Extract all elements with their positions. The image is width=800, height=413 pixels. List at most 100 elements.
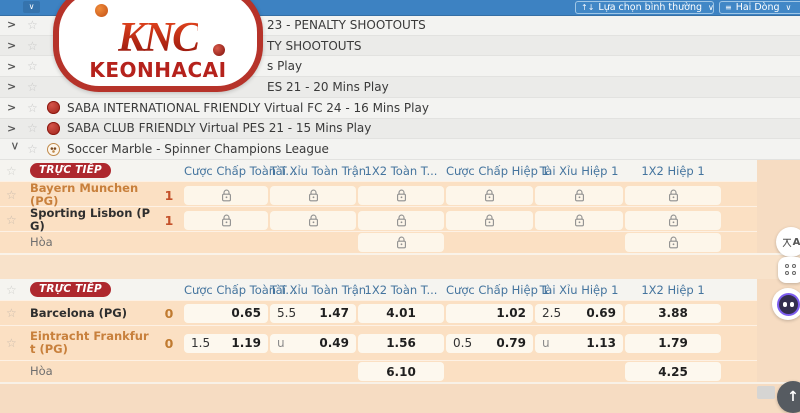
team-name: Hòa [30, 235, 53, 249]
view-mode-label: Lựa chọn bình thường [598, 2, 703, 13]
column-header: Cược Chấp Hiệp 1 [446, 282, 549, 297]
odds-price-box[interactable]: u 1.13 [535, 333, 623, 353]
live-badge: TRỰC TIẾP [30, 163, 111, 178]
view-mode-dropdown[interactable]: ↑↓ Lựa chọn bình thường ∨ [575, 1, 714, 14]
favorite-star-icon[interactable]: ☆ [6, 163, 17, 178]
odds-price-box[interactable]: 3.88 [625, 303, 721, 323]
lock-icon [221, 214, 231, 226]
odds-value: 1.02 [496, 306, 526, 320]
odds-price-box[interactable]: 0.65 [184, 303, 268, 323]
apps-grid-icon [785, 264, 797, 276]
chevron-right-icon[interactable]: > [7, 59, 17, 73]
favorite-star-icon[interactable]: ☆ [27, 17, 38, 32]
odds-price-box[interactable]: 4.25 [625, 362, 721, 381]
odds-section: ☆ TRỰC TIẾP Cược Chấp Toàn T... Tài Xỉu Toà… [0, 160, 800, 400]
lock-icon [574, 189, 584, 201]
locked-odds-box [535, 210, 623, 230]
apps-menu-button[interactable] [778, 257, 800, 283]
favorite-star-icon[interactable]: ☆ [27, 38, 38, 53]
empty-cell [270, 232, 356, 253]
favorite-star-icon[interactable]: ☆ [27, 79, 38, 94]
odds-value: 4.01 [386, 306, 416, 320]
locked-odds-cell [358, 207, 444, 233]
favorite-star-icon[interactable]: ☆ [6, 306, 17, 320]
league-row[interactable]: > ☆ Soccer Marble - Spinner Champions Leag… [0, 139, 800, 160]
odds-cell: 1.02 [446, 301, 533, 325]
layout-dropdown[interactable]: ≡ Hai Dòng ∨ [719, 1, 800, 14]
chevron-right-icon[interactable]: > [7, 18, 17, 32]
back-to-top-button[interactable]: ↑ [777, 381, 800, 413]
odds-price-box[interactable]: u 0.49 [270, 333, 356, 353]
rows-list-icon: ≡ [725, 3, 732, 12]
odds-price-box[interactable]: 2.5 0.69 [535, 303, 623, 323]
favorite-star-icon[interactable]: ☆ [27, 59, 38, 74]
odds-price-box[interactable]: 0.5 0.79 [446, 333, 533, 353]
chevron-right-icon[interactable]: > [7, 80, 17, 94]
chevron-down-icon: ∨ [785, 3, 792, 12]
locked-odds-box [358, 185, 444, 205]
chatbot-button[interactable] [772, 288, 800, 320]
odds-price-box[interactable]: 4.01 [358, 303, 444, 323]
league-label: Soccer Marble - Spinner Champions League [67, 142, 329, 157]
live-badge: TRỰC TIẾP [30, 282, 111, 297]
odds-row: ☆ Barcelona (PG) 0 0.65 5.5 1.47 4.01 1.02 2.5 0.… [0, 300, 757, 325]
league-label: SABA CLUB FRIENDLY Virtual PES 21 - 15 M… [67, 121, 372, 136]
team-name: Hòa [30, 364, 53, 378]
chevron-right-icon[interactable]: > [7, 121, 17, 135]
locked-odds-box [446, 185, 533, 205]
favorite-star-icon[interactable]: ☆ [6, 282, 17, 297]
league-row[interactable]: > ☆ SABA CLUB FRIENDLY Virtual PES 21 - 15… [0, 118, 800, 140]
favorite-star-icon[interactable]: ☆ [27, 121, 38, 136]
locked-odds-cell [446, 182, 533, 208]
lock-icon [668, 236, 678, 249]
odds-value: 0.49 [319, 336, 349, 350]
odds-table-header: ☆ TRỰC TIẾP Cược Chấp Toàn T... Tài Xỉu Toà… [0, 279, 757, 300]
odds-price-box[interactable]: 1.79 [625, 333, 721, 353]
lock-icon [396, 214, 406, 226]
chevron-right-icon[interactable]: > [7, 101, 17, 115]
team-name: Bayern Munchen (PG) [30, 181, 139, 208]
basketball-icon [95, 4, 108, 17]
locked-odds-box [358, 210, 444, 230]
favorite-star-icon[interactable]: ☆ [6, 188, 17, 202]
league-row[interactable]: > ☆ SABA INTERNATIONAL FRIENDLY Virtual FC… [0, 97, 800, 119]
locked-odds-cell [625, 232, 721, 253]
handicap-value: 1.5 [191, 336, 211, 350]
logo-wordmark: KEONHACAI [89, 58, 227, 82]
odds-value: 1.79 [658, 336, 688, 350]
favorite-star-icon[interactable]: ☆ [27, 100, 38, 115]
locked-odds-box [446, 210, 533, 230]
back-to-top-icon: ↑ [787, 389, 799, 405]
odds-cell: 0.5 0.79 [446, 326, 533, 360]
odds-cell: 1.79 [625, 326, 721, 360]
odds-price-box[interactable]: 1.02 [446, 303, 533, 323]
team-name: Eintracht Frankfurt (PG) [30, 329, 149, 356]
odds-price-box[interactable]: 5.5 1.47 [270, 303, 356, 323]
team-name: Sporting Lisbon (PG) [30, 206, 151, 233]
translate-button[interactable]: A [776, 227, 800, 257]
favorite-star-icon[interactable]: ☆ [6, 213, 17, 227]
widget-tab[interactable] [757, 386, 775, 399]
odds-price-box[interactable]: 6.10 [358, 362, 444, 381]
chevron-right-icon[interactable]: > [7, 39, 17, 53]
marble-ball-icon [47, 142, 60, 156]
column-header: Cược Chấp Toàn T... [184, 282, 297, 297]
odds-price-box[interactable]: 1.56 [358, 333, 444, 353]
favorite-star-icon[interactable]: ☆ [27, 142, 38, 157]
league-label: 23 - PENALTY SHOOTOUTS [267, 17, 426, 32]
collapse-all-button[interactable]: ∨ [23, 1, 40, 13]
handicap-value: 0.5 [453, 336, 473, 350]
locked-odds-box [184, 210, 268, 230]
locked-odds-box [358, 233, 444, 252]
odds-value: 1.47 [319, 306, 349, 320]
odds-value: 1.56 [386, 336, 416, 350]
chevron-expanded-icon[interactable]: > [8, 141, 22, 151]
lock-icon [396, 189, 406, 201]
empty-cell [270, 361, 356, 382]
favorite-star-icon[interactable]: ☆ [6, 336, 17, 350]
odds-price-box[interactable]: 1.5 1.19 [184, 333, 268, 353]
chatbot-icon [776, 292, 800, 316]
saba-ball-icon [47, 101, 60, 115]
empty-cell [535, 232, 623, 253]
team-score: 1 [164, 187, 174, 203]
